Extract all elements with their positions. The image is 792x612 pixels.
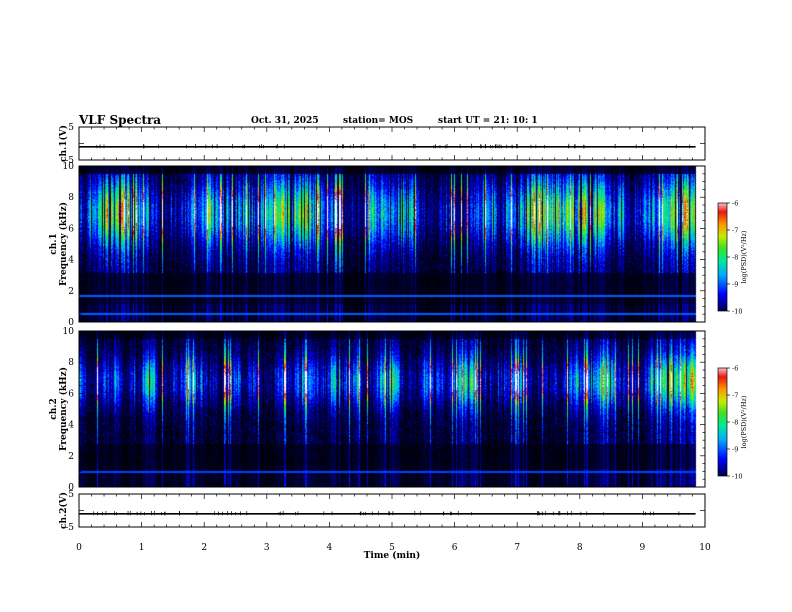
x-tick-label: 5 — [389, 543, 395, 553]
colorbar-tick-label: -8 — [732, 419, 738, 427]
y-tick-label: 6 — [68, 389, 74, 399]
y-tick-label: 2 — [68, 452, 74, 462]
colorbar-tick-label: -8 — [732, 254, 738, 262]
colorbar-tick-label: -7 — [732, 227, 738, 235]
y-tick-label: 8 — [68, 193, 74, 203]
y-tick-label: 4 — [68, 256, 74, 266]
y-axis-voltage-label: ch.2(V) — [58, 492, 69, 529]
x-tick-label: 8 — [577, 543, 583, 553]
colorbar-label: log(PSD)(V²/Hz) — [740, 395, 748, 448]
y-axis-channel-label: ch.1 — [49, 233, 59, 254]
y-tick-label: 10 — [63, 327, 75, 337]
colorbar-tick-label: -10 — [732, 473, 742, 481]
colorbar-tick-label: -10 — [732, 308, 742, 316]
x-tick-label: 10 — [699, 543, 711, 553]
y-tick-label: 8 — [68, 358, 74, 368]
x-tick-label: 3 — [264, 543, 270, 553]
y-tick-label: 4 — [68, 421, 74, 431]
panel-3-frame — [78, 330, 706, 488]
colorbar-tick-label: -9 — [732, 281, 738, 289]
ch1-colorbar-image — [718, 203, 727, 311]
x-tick-label: 9 — [640, 543, 646, 553]
y-tick-label: 2 — [68, 287, 74, 297]
x-tick-label: 1 — [139, 543, 145, 553]
y-tick-label: 0 — [68, 483, 74, 493]
x-tick-label: 7 — [514, 543, 520, 553]
y-axis-voltage-label: ch.1(V) — [58, 125, 69, 162]
y-axis-channel-label: ch.2 — [49, 398, 59, 419]
y-axis-frequency-label: Frequency (kHz) — [58, 367, 69, 451]
y-axis-frequency-label: Frequency (kHz) — [58, 202, 69, 286]
date-label: Oct. 31, 2025 — [251, 116, 319, 126]
y-tick-label: 0 — [68, 318, 74, 328]
colorbar-tick-label: -6 — [732, 365, 738, 373]
x-tick-label: 4 — [327, 543, 333, 553]
colorbar-frame — [717, 202, 728, 312]
y-tick-label: -5 — [65, 523, 74, 533]
x-tick-label: 6 — [452, 543, 458, 553]
chart-title: VLF Spectra — [79, 113, 162, 127]
ch1-spectrogram-image — [79, 166, 705, 322]
y-tick-label: 5 — [68, 123, 74, 133]
colorbar-frame — [717, 367, 728, 477]
y-tick-label: -5 — [65, 156, 74, 166]
station-label: station= MOS — [343, 116, 414, 126]
y-tick-label: 6 — [68, 224, 74, 234]
colorbar-tick-label: -7 — [732, 392, 738, 400]
y-tick-label: 5 — [68, 490, 74, 500]
panel-2-frame — [78, 165, 706, 323]
x-tick-label: 0 — [76, 543, 82, 553]
ch2-colorbar-image — [718, 368, 727, 476]
y-tick-label: 10 — [63, 162, 75, 172]
x-tick-label: 2 — [201, 543, 207, 553]
start-time-label: start UT = 21: 10: 1 — [438, 116, 538, 126]
ch2-spectrogram-image — [79, 331, 705, 487]
colorbar-label: log(PSD)(V²/Hz) — [740, 230, 748, 283]
x-axis-label: Time (min) — [364, 550, 421, 561]
colorbar-tick-label: -6 — [732, 200, 738, 208]
colorbar-tick-label: -9 — [732, 446, 738, 454]
